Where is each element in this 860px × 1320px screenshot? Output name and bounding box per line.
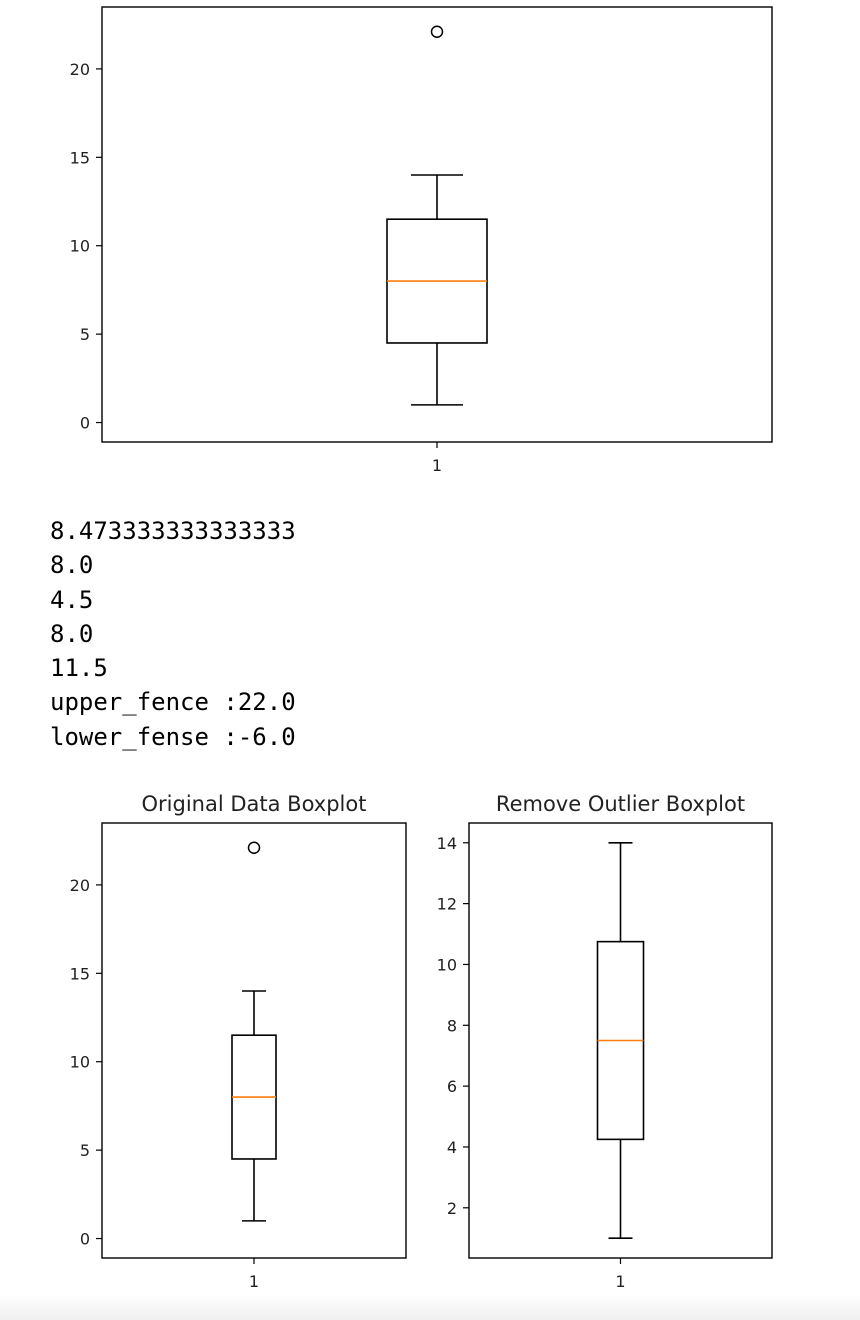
y-tick-label: 6 (447, 1077, 457, 1096)
x-tick-label: 1 (249, 1272, 259, 1291)
output-line-lower-fence: lower_fense :-6.0 (50, 722, 296, 751)
boxplot-chart-3: Remove Outlier Boxplot 2 4 6 8 10 12 14 1 (437, 792, 773, 1291)
x-tick-label: 1 (615, 1272, 625, 1291)
chart-title: Original Data Boxplot (142, 792, 367, 816)
y-tick-label: 8 (447, 1016, 457, 1035)
output-line-q2: 8.0 (50, 619, 94, 648)
notebook-bottom-bar (0, 1294, 860, 1320)
y-tick-label: 5 (80, 325, 90, 344)
cell-output-text: 8.473333333333333 8.0 4.5 8.0 11.5 upper_fenc… (50, 514, 296, 754)
output-line-upper-fence: upper_fence :22.0 (50, 688, 296, 717)
y-tick-label: 10 (70, 237, 90, 256)
boxplot-chart-2: Original Data Boxplot 0 5 10 15 20 1 (70, 792, 407, 1291)
y-tick-label: 14 (437, 834, 457, 853)
y-tick-label: 10 (70, 1053, 90, 1072)
outlier-point (247, 841, 261, 855)
output-line-q3: 11.5 (50, 654, 108, 683)
y-tick-label: 0 (80, 1230, 90, 1249)
y-tick-label: 12 (437, 895, 457, 914)
output-line-q1: 4.5 (50, 585, 94, 614)
x-tick-label: 1 (432, 456, 442, 475)
y-tick-label: 2 (447, 1199, 457, 1218)
y-tick-label: 20 (70, 60, 90, 79)
y-tick-label: 4 (447, 1138, 457, 1157)
y-tick-label: 0 (80, 414, 90, 433)
outlier-point (430, 25, 444, 39)
y-tick-label: 20 (70, 876, 90, 895)
y-tick-label: 5 (80, 1141, 90, 1160)
chart-title: Remove Outlier Boxplot (496, 792, 745, 816)
y-tick-label: 10 (437, 955, 457, 974)
boxplot-chart-1: 0 5 10 15 20 1 (70, 6, 773, 475)
y-tick-label: 15 (70, 964, 90, 983)
output-line-median: 8.0 (50, 551, 94, 580)
output-line-mean: 8.473333333333333 (50, 517, 296, 545)
y-tick-label: 15 (70, 148, 90, 167)
